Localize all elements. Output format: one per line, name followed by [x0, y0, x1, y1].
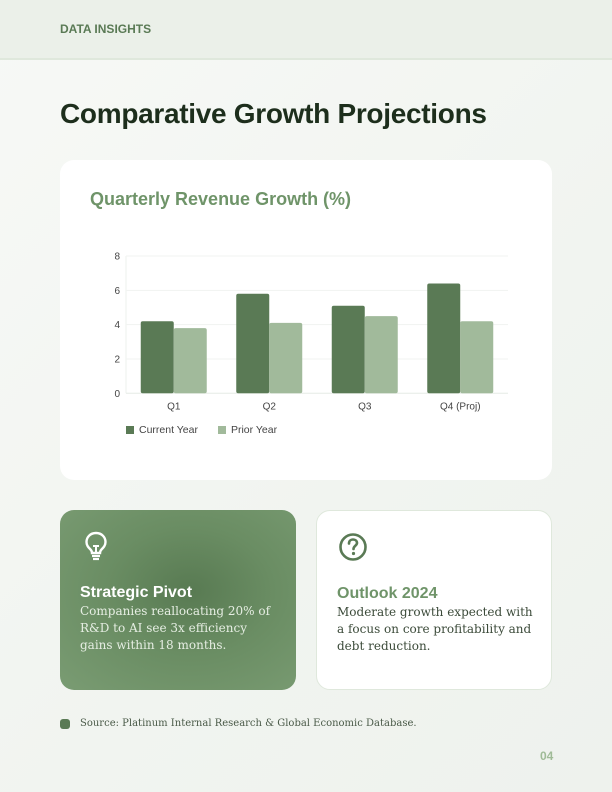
y-tick-label: 0 — [114, 389, 120, 400]
bar-prior-year-q3 — [364, 316, 398, 394]
strategic-pivot-card: Strategic Pivot Companies reallocating 2… — [60, 510, 296, 690]
bar-current-year-q4proj — [427, 283, 461, 394]
lightbulb-icon — [80, 530, 112, 562]
chart-legend: Current Year Prior Year — [126, 424, 277, 436]
legend-swatch-prior — [217, 426, 226, 434]
x-tick-label: Q4 (Proj) — [440, 401, 481, 412]
chart-title: Quarterly Revenue Growth (%) — [90, 189, 352, 209]
bar-chart: 0 2 4 6 8 Q1 Q2 Q3 Q4 (Proj) — [114, 252, 508, 412]
bar-current-year-q1 — [140, 321, 174, 394]
legend-swatch-current — [126, 426, 134, 434]
legend-item-prior-year: Prior Year — [217, 424, 278, 436]
card-title: Strategic Pivot — [80, 584, 193, 601]
card-title: Outlook 2024 — [337, 585, 438, 602]
y-tick-label: 6 — [114, 286, 120, 297]
bar-prior-year-q2 — [269, 322, 303, 394]
y-tick-label: 2 — [114, 354, 120, 365]
y-tick-label: 4 — [114, 320, 120, 331]
legend-item-current-year: Current Year — [126, 424, 198, 436]
page-number: 04 — [540, 749, 554, 763]
page-title: Comparative Growth Projections — [60, 98, 487, 129]
y-tick-label: 8 — [114, 252, 120, 263]
question-circle-icon — [337, 531, 369, 563]
x-tick-label: Q3 — [358, 401, 372, 412]
header-bar: DATA INSIGHTS — [0, 0, 612, 60]
bar-current-year-q2 — [236, 293, 270, 394]
chart-card: Quarterly Revenue Growth (%) 0 2 4 6 8 Q1 Q2 Q3… — [60, 160, 552, 480]
legend-label: Prior Year — [230, 424, 278, 436]
x-tick-label: Q1 — [167, 401, 181, 412]
source-note: Source: Platinum Internal Research & Glo… — [60, 718, 417, 729]
section-label: DATA INSIGHTS — [60, 22, 152, 36]
card-body: Companies reallocating 20% of R&D to AI … — [80, 604, 271, 652]
bar-prior-year-q1 — [173, 328, 207, 394]
legend-label: Current Year — [139, 424, 198, 436]
bar-prior-year-q4proj — [460, 321, 494, 394]
source-text: Source: Platinum Internal Research & Glo… — [80, 718, 417, 729]
bar-current-year-q3 — [331, 305, 365, 394]
outlook-card: Outlook 2024 Moderate growth expected wi… — [316, 510, 552, 690]
x-tick-label: Q2 — [263, 401, 277, 412]
bullet-icon — [60, 718, 70, 729]
card-body: Moderate growth expected with a focus on… — [337, 605, 533, 653]
